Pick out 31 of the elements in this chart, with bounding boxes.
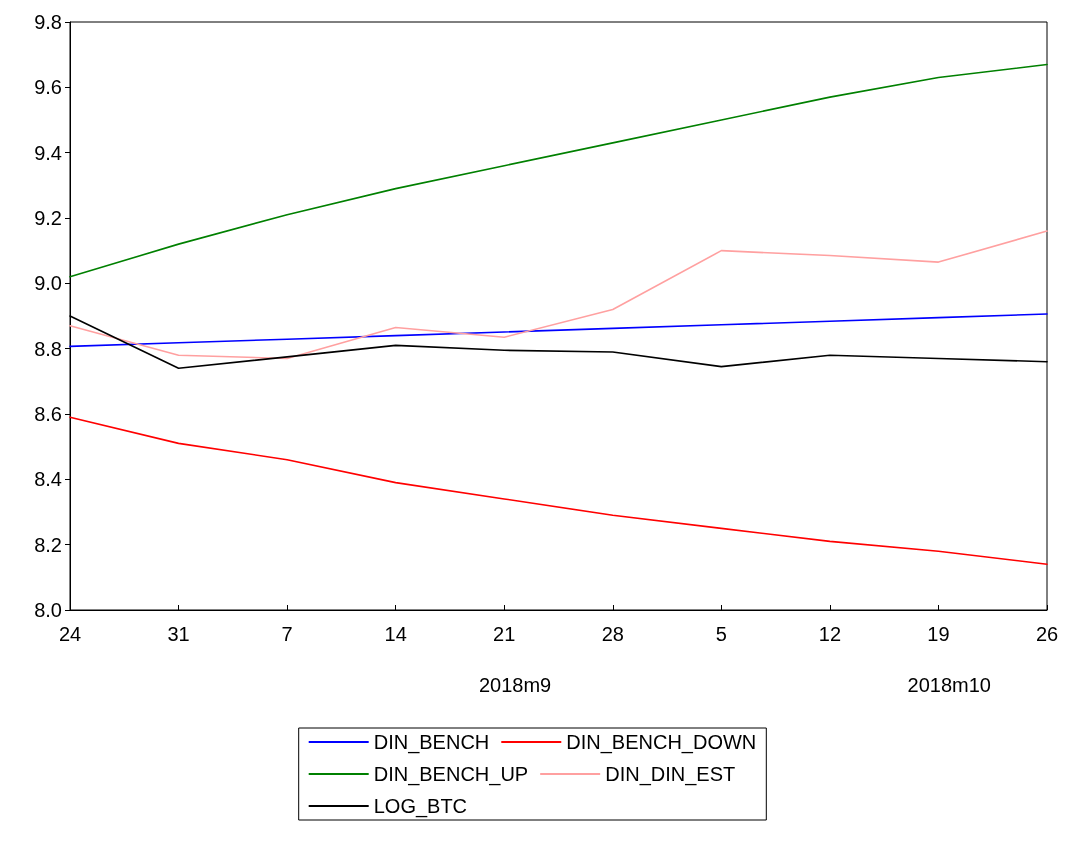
- text: 2018m10: [907, 674, 991, 696]
- y-tick-label: 8.8: [34, 337, 62, 360]
- x-tick-label: 24: [58, 623, 82, 645]
- y-tick-label: 8.0: [34, 599, 62, 621]
- y-tick-label: 9.0: [34, 272, 62, 295]
- x-tick-label: 21: [493, 623, 516, 645]
- line-series: [69, 230, 1048, 360]
- legend-label: DIN_BENCH: [373, 731, 490, 754]
- x-tick-label: 19: [927, 623, 950, 645]
- x-tick-label: 26: [1035, 623, 1059, 645]
- line-series: [69, 313, 1048, 348]
- legend-label: DIN_DIN_EST: [605, 763, 736, 786]
- y-tick-label: 8.2: [34, 533, 62, 556]
- x-tick-label: 7: [281, 623, 293, 645]
- y-tick-label: 9.8: [34, 11, 62, 33]
- text: 2018m9: [478, 674, 552, 696]
- x-tick-label: 31: [167, 623, 190, 645]
- legend-label: DIN_BENCH_DOWN: [566, 731, 757, 754]
- y-tick-label: 8.4: [34, 468, 62, 491]
- legend-label: LOG_BTC: [373, 795, 468, 818]
- x-tick-label: 5: [715, 623, 727, 645]
- line-series: [69, 416, 1048, 566]
- x-tick-label: 28: [601, 623, 624, 645]
- x-tick-label: 14: [384, 623, 407, 645]
- legend-label: DIN_BENCH_UP: [373, 763, 529, 786]
- y-tick-label: 9.2: [34, 207, 62, 229]
- y-tick-label: 9.6: [34, 76, 62, 99]
- x-tick-label: 12: [818, 623, 842, 645]
- line-series: [69, 63, 1048, 278]
- y-tick-label: 9.4: [34, 141, 62, 164]
- y-tick-label: 8.6: [34, 403, 62, 425]
